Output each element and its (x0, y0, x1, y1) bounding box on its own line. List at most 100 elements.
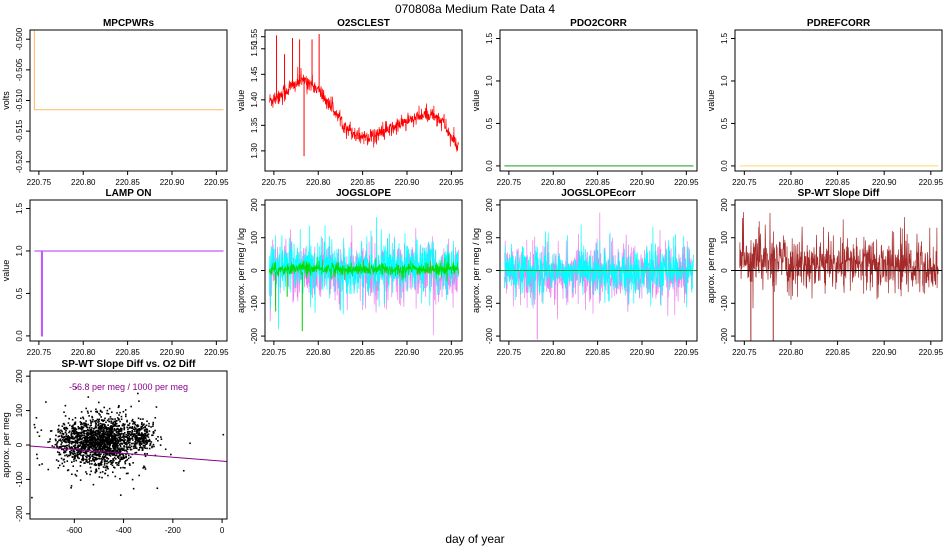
scatter-point (115, 444, 117, 446)
scatter-point (137, 438, 139, 440)
scatter-point (137, 417, 140, 420)
scatter-point (99, 431, 102, 433)
scatter-point (124, 443, 127, 445)
scatter-point (107, 427, 110, 430)
scatter-point (113, 443, 115, 446)
scatter-point (99, 444, 102, 447)
scatter-point (138, 430, 141, 432)
scatter-point (34, 426, 36, 429)
scatter-point (147, 436, 150, 438)
scatter-point (92, 434, 95, 436)
scatter-point (106, 428, 109, 430)
scatter-point (123, 448, 125, 450)
scatter-point (122, 448, 124, 451)
scatter-point (90, 422, 92, 425)
scatter-point (123, 431, 126, 434)
scatter-point (141, 438, 144, 440)
scatter-point (116, 443, 118, 446)
scatter-point (115, 438, 117, 440)
scatter-point (139, 418, 142, 420)
scatter-point (140, 446, 142, 449)
scatter-point (122, 457, 124, 459)
scatter-point (74, 432, 77, 434)
scatter-point (119, 444, 122, 447)
scatter-point (97, 438, 100, 441)
scatter-point (104, 439, 107, 441)
scatter-point (137, 440, 139, 443)
y-tick-label: -200 (15, 505, 24, 522)
scatter-point (119, 433, 122, 436)
scatter-point (136, 429, 138, 432)
scatter-point (114, 475, 117, 478)
scatter-point (72, 453, 75, 456)
scatter-point (80, 441, 82, 444)
scatter-point (119, 430, 122, 432)
scatter-point (146, 434, 149, 436)
scatter-point (117, 418, 120, 420)
scatter-point (135, 434, 138, 437)
scatter-point (94, 462, 97, 465)
scatter-point (118, 452, 121, 455)
scatter-point (102, 426, 105, 429)
scatter-point (91, 430, 94, 433)
scatter-point (133, 443, 136, 445)
scatter-point (95, 443, 98, 446)
scatter-point (95, 410, 97, 413)
scatter-point (76, 441, 79, 443)
scatter-point (117, 445, 119, 447)
scatter-point (82, 440, 85, 442)
scatter-point (74, 441, 77, 443)
scatter-point (112, 445, 114, 448)
scatter-point (92, 418, 94, 421)
scatter-point (105, 433, 108, 436)
scatter-point (99, 432, 102, 434)
scatter-point (55, 439, 57, 442)
scatter-point (119, 494, 122, 496)
scatter-point (71, 437, 74, 440)
scatter-point (90, 434, 93, 437)
scatter-point (131, 433, 134, 435)
scatter-point (75, 454, 77, 457)
scatter-point (123, 442, 126, 444)
scatter-point (142, 435, 144, 437)
scatter-point (118, 436, 120, 439)
scatter-point (69, 451, 72, 454)
scatter-point (104, 472, 106, 475)
scatter-point (135, 451, 138, 454)
scatter-point (75, 387, 77, 389)
x-tick-label: 220.90 (160, 348, 185, 357)
scatter-point (134, 427, 137, 430)
scatter-point (129, 464, 131, 466)
scatter-point (91, 455, 94, 458)
y-axis-label: value (706, 90, 716, 112)
x-tick-label: 0 (220, 526, 225, 535)
scatter-point (94, 458, 97, 461)
scatter-point (103, 428, 106, 430)
scatter-point (91, 439, 94, 442)
scatter-point (104, 443, 107, 446)
scatter-point (135, 439, 137, 441)
scatter-point (96, 454, 98, 457)
scatter-point (64, 431, 67, 434)
scatter-point (107, 430, 110, 433)
x-tick-label: 220.75 (27, 348, 52, 357)
scatter-point (110, 463, 112, 465)
scatter-point (105, 465, 108, 467)
scatter-point (76, 453, 79, 456)
scatter-point (131, 429, 134, 432)
scatter-point (76, 442, 79, 445)
scatter-point (106, 453, 109, 456)
scatter-point (119, 411, 121, 414)
scatter-point (138, 442, 141, 445)
scatter-point (97, 444, 99, 447)
scatter-point (106, 434, 109, 437)
scatter-point (120, 427, 122, 430)
scatter-point (58, 435, 61, 438)
scatter-point (94, 433, 97, 435)
scatter-point (128, 462, 131, 465)
scatter-point (67, 435, 69, 437)
scatter-point (134, 423, 136, 426)
panel-title: SP-WT Slope Diff vs. O2 Diff (62, 359, 197, 370)
scatter-point (102, 435, 104, 437)
x-tick-label: -400 (116, 526, 133, 535)
